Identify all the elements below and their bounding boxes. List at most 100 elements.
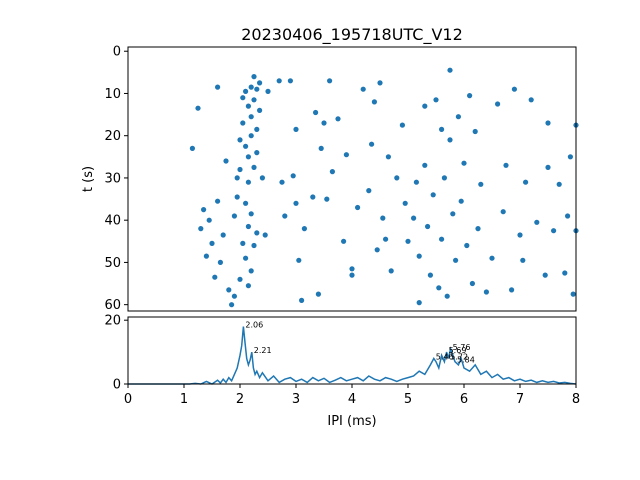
- raster-point-4: [203, 253, 209, 259]
- raster-points: [189, 67, 579, 308]
- raster-point-7: [212, 274, 218, 280]
- raster-point-132: [545, 120, 551, 126]
- peak-annotation-3: 5.69: [449, 346, 467, 355]
- raster-point-10: [217, 259, 223, 265]
- raster-point-64: [315, 291, 321, 297]
- raster-point-52: [276, 78, 282, 84]
- raster-point-104: [444, 293, 450, 299]
- raster-y-tick-label: 40: [104, 214, 121, 229]
- ipi-histogram-panel: 2.06 2.21 5.465.695.725.76 5.84 0 1 2 3 4 5 6 7 8 0…: [104, 314, 580, 429]
- raster-point-27: [243, 200, 249, 206]
- peak-annotation-0: 2.06: [245, 321, 263, 330]
- raster-point-121: [500, 209, 506, 215]
- raster-point-87: [399, 122, 405, 128]
- raster-point-30: [245, 154, 251, 160]
- raster-point-43: [254, 86, 260, 92]
- raster-point-16: [231, 213, 237, 219]
- raster-point-91: [413, 179, 419, 185]
- raster-point-33: [245, 283, 251, 289]
- raster-point-5: [206, 217, 212, 223]
- raster-point-89: [405, 238, 411, 244]
- raster-point-58: [293, 200, 299, 206]
- raster-point-123: [509, 287, 515, 293]
- raster-point-13: [226, 287, 232, 293]
- raster-point-80: [374, 247, 380, 253]
- raster-point-94: [422, 103, 428, 109]
- raster-y-tick-label: 10: [104, 87, 121, 102]
- raster-point-3: [201, 207, 207, 213]
- raster-point-38: [248, 268, 254, 274]
- raster-point-31: [245, 179, 251, 185]
- raster-point-72: [343, 152, 349, 158]
- raster-point-24: [240, 240, 246, 246]
- raster-point-112: [464, 242, 470, 249]
- raster-point-68: [327, 78, 333, 84]
- raster-point-9: [215, 84, 221, 90]
- raster-point-100: [436, 285, 442, 291]
- raster-point-98: [430, 192, 436, 198]
- raster-point-102: [439, 236, 445, 242]
- raster-point-41: [251, 164, 257, 170]
- raster-y-tick-label: 20: [104, 129, 121, 144]
- raster-point-79: [371, 99, 377, 105]
- raster-point-114: [469, 280, 475, 287]
- raster-point-136: [565, 213, 571, 219]
- raster-point-108: [453, 257, 459, 263]
- raster-point-14: [229, 302, 235, 308]
- hist-y-tick-label: 0: [113, 378, 121, 393]
- hist-x-tick-label: 3: [292, 392, 300, 407]
- raster-point-11: [220, 232, 226, 238]
- raster-panel: 0 10 20 30 40 50 60 t (s): [81, 45, 579, 313]
- raster-point-128: [528, 97, 534, 103]
- raster-point-101: [439, 126, 445, 132]
- raster-point-48: [257, 107, 263, 113]
- raster-point-2: [198, 226, 204, 232]
- raster-point-66: [321, 120, 327, 126]
- raster-point-34: [248, 84, 254, 90]
- raster-point-57: [293, 126, 299, 132]
- raster-point-124: [511, 86, 517, 92]
- raster-point-115: [472, 128, 478, 135]
- raster-point-6: [209, 240, 215, 246]
- raster-point-61: [301, 226, 307, 232]
- hist-x-ticks: 0 1 2 3 4 5 6 7 8: [124, 384, 580, 407]
- hist-frame: [127, 316, 577, 385]
- raster-point-39: [251, 74, 257, 80]
- raster-point-75: [355, 204, 361, 211]
- raster-point-129: [534, 219, 540, 225]
- hist-x-tick-label: 8: [572, 392, 580, 407]
- raster-point-118: [483, 289, 489, 295]
- hist-y-ticks: 0 20: [104, 314, 128, 393]
- raster-point-50: [262, 232, 268, 238]
- raster-point-84: [385, 154, 391, 160]
- raster-point-18: [234, 194, 240, 200]
- raster-point-37: [248, 211, 254, 217]
- raster-point-45: [254, 150, 260, 156]
- hist-y-tick-label: 20: [104, 314, 121, 329]
- raster-point-49: [259, 175, 265, 181]
- raster-y-tick-label: 0: [113, 45, 121, 60]
- peak-annotation-1: 2.21: [254, 346, 272, 355]
- raster-point-93: [416, 300, 422, 306]
- raster-point-15: [231, 293, 237, 299]
- raster-point-73: [349, 266, 355, 272]
- raster-point-53: [279, 179, 285, 185]
- raster-point-138: [570, 291, 576, 297]
- raster-point-117: [478, 181, 484, 187]
- raster-point-95: [422, 162, 428, 168]
- raster-y-tick-label: 50: [104, 256, 121, 271]
- raster-point-135: [562, 270, 568, 276]
- raster-point-20: [237, 166, 243, 173]
- raster-point-1: [195, 105, 201, 111]
- raster-point-107: [450, 211, 456, 217]
- peak-annotation-6: 5.84: [457, 356, 475, 365]
- raster-point-74: [349, 272, 355, 278]
- raster-point-110: [458, 198, 464, 204]
- hist-x-tick-label: 5: [404, 392, 412, 407]
- raster-point-65: [318, 145, 324, 151]
- peak-annotation-4: 5.72: [450, 353, 468, 362]
- raster-y-ticks: 0 10 20 30 40 50 60: [104, 45, 128, 313]
- raster-point-96: [425, 223, 431, 230]
- hist-x-tick-label: 6: [460, 392, 468, 407]
- hist-x-tick-label: 0: [124, 392, 132, 407]
